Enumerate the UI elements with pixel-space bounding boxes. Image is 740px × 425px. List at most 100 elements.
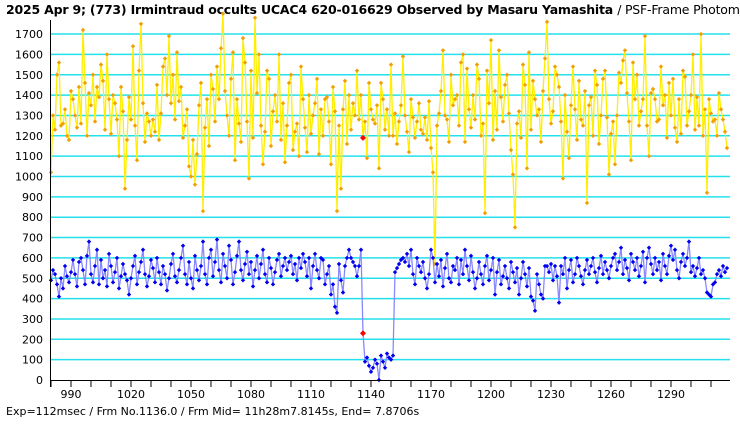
target-point	[494, 269, 500, 275]
target-point	[444, 251, 450, 257]
target-point	[282, 255, 288, 261]
target-point	[604, 267, 610, 273]
target-point	[146, 274, 152, 279]
comparison-point	[688, 92, 694, 98]
target-point	[408, 247, 414, 252]
comparison-point	[540, 88, 546, 94]
comparison-point	[342, 78, 348, 84]
comparison-point	[214, 64, 220, 69]
comparison-point	[92, 119, 98, 124]
target-point	[242, 261, 248, 267]
comparison-point	[52, 127, 58, 132]
comparison-point	[532, 96, 538, 102]
comparison-point	[96, 94, 102, 100]
comparison-point	[448, 72, 454, 77]
target-point	[182, 271, 188, 277]
target-point	[420, 259, 426, 265]
target-point	[608, 263, 614, 269]
target-point	[646, 245, 652, 250]
target-point	[236, 239, 242, 244]
comparison-point	[466, 107, 472, 112]
y-tick-label: 1400	[15, 89, 43, 102]
comparison-point	[242, 60, 248, 65]
target-point	[438, 257, 444, 263]
target-point	[154, 255, 160, 261]
target-point	[430, 255, 436, 261]
comparison-point	[558, 119, 564, 124]
comparison-point	[626, 119, 632, 124]
comparison-point	[444, 117, 450, 122]
target-point	[246, 271, 252, 277]
target-point	[404, 251, 410, 257]
target-point	[484, 253, 490, 259]
target-point	[258, 261, 264, 267]
comparison-point	[154, 82, 160, 88]
comparison-point	[284, 123, 290, 128]
comparison-point	[414, 119, 420, 124]
comparison-point	[388, 62, 394, 67]
target-point	[332, 304, 338, 309]
comparison-point	[302, 125, 308, 130]
comparison-point	[490, 137, 496, 143]
target-point	[570, 280, 576, 285]
target-point	[552, 263, 558, 269]
comparison-point	[292, 129, 298, 134]
comparison-point	[274, 119, 280, 124]
comparison-point	[582, 88, 588, 94]
target-point	[206, 255, 212, 261]
target-point	[138, 259, 144, 265]
target-point	[172, 274, 178, 279]
target-point	[114, 255, 120, 261]
comparison-point	[656, 117, 662, 122]
comparison-point	[680, 68, 686, 73]
comparison-point	[170, 72, 176, 77]
target-point	[426, 271, 432, 277]
comparison-point	[424, 137, 430, 143]
comparison-point	[212, 119, 218, 124]
comparison-point	[356, 117, 362, 122]
comparison-point	[500, 119, 506, 124]
comparison-point	[320, 133, 326, 138]
target-point	[410, 271, 416, 277]
comparison-point	[636, 123, 642, 128]
target-point	[326, 263, 332, 269]
comparison-point	[84, 133, 90, 138]
target-point	[274, 257, 280, 263]
target-point	[590, 255, 596, 261]
target-point	[488, 267, 494, 273]
comparison-point	[580, 123, 586, 128]
target-point	[664, 271, 670, 277]
comparison-point	[556, 84, 562, 90]
comparison-point	[348, 127, 354, 132]
comparison-point	[316, 151, 322, 157]
target-point	[158, 282, 164, 287]
comparison-point	[672, 125, 678, 130]
target-point	[156, 269, 162, 275]
target-point	[382, 365, 388, 370]
comparison-point	[686, 109, 692, 114]
target-point	[330, 282, 336, 287]
target-point	[220, 251, 226, 257]
target-point	[256, 276, 262, 281]
target-point	[544, 263, 550, 269]
target-point	[272, 269, 278, 275]
comparison-point	[328, 162, 334, 167]
target-point	[76, 259, 82, 265]
comparison-point	[294, 121, 300, 126]
chart-title: 2025 Apr 9; (773) Irmintraud occults UCA…	[6, 2, 740, 17]
comparison-point	[576, 78, 582, 84]
gridlines	[51, 33, 730, 361]
target-point	[288, 253, 294, 259]
target-point	[218, 280, 224, 285]
comparison-point	[584, 200, 590, 206]
comparison-point	[50, 113, 56, 118]
comparison-point	[162, 56, 168, 61]
comparison-point	[622, 48, 628, 53]
comparison-point	[198, 80, 204, 86]
target-point	[564, 286, 570, 291]
target-point	[490, 255, 496, 261]
target-point	[310, 263, 316, 269]
comparison-point	[136, 68, 142, 73]
comparison-point	[378, 80, 384, 86]
target-point	[358, 247, 364, 252]
